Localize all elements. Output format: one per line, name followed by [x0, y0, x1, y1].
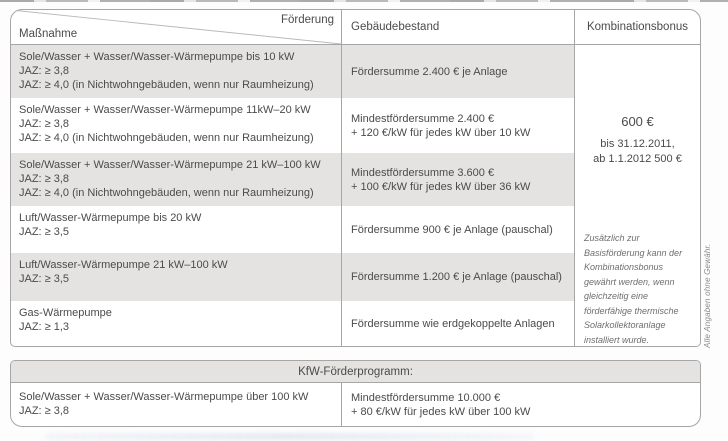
- bonus-valid-until: bis 31.12.2011,: [600, 138, 675, 150]
- massnahme-line: Sole/Wasser + Wasser/Wasser-Wärmepumpe ü…: [19, 391, 309, 403]
- gebaeudebestand-line: Mindestfördersumme 2.400 €: [351, 112, 495, 125]
- massnahme-line: Sole/Wasser + Wasser/Wasser-Wärmepumpe 1…: [19, 104, 311, 116]
- massnahme-line: Luft/Wasser-Wärmepumpe 21 kW–100 kW: [19, 259, 228, 271]
- kfw-title: KfW-Förderprogramm:: [11, 361, 700, 383]
- disclaimer-vertical-text: Alle Angaben ohne Gewähr.: [703, 243, 712, 348]
- table-row-gebaeudebestand: Mindestfördersumme 3.600 € + 100 €/kW fü…: [341, 153, 574, 206]
- bonus-amount: 600 €: [621, 114, 654, 129]
- table-row-massnahme: Luft/Wasser-Wärmepumpe 21 kW–100 kW JAZ:…: [11, 253, 341, 301]
- table-row-gebaeudebestand: Mindestfördersumme 2.400 € + 120 €/kW fü…: [341, 98, 574, 153]
- header-cell-gebaeudebestand: Gebäudebestand: [341, 10, 574, 45]
- header-label-massnahme: Maßnahme: [19, 28, 78, 40]
- funding-table: Förderung Maßnahme Gebäudebestand Kombin…: [10, 9, 701, 347]
- header-label-foerderung: Förderung: [280, 14, 334, 26]
- header-diagonal-line: [11, 10, 341, 44]
- massnahme-line: Sole/Wasser + Wasser/Wasser-Wärmepumpe b…: [19, 51, 295, 63]
- kombinationsbonus-cell: 600 € bis 31.12.2011, ab 1.1.2012 500 € …: [574, 45, 700, 346]
- massnahme-line: Luft/Wasser-Wärmepumpe bis 20 kW: [19, 212, 202, 224]
- table-row-massnahme: Sole/Wasser + Wasser/Wasser-Wärmepumpe b…: [11, 45, 341, 98]
- table-row-massnahme: Sole/Wasser + Wasser/Wasser-Wärmepumpe 1…: [11, 98, 341, 153]
- kfw-gebaeudebestand-cell: Mindestfördersumme 10.000 € + 80 €/kW fü…: [341, 383, 700, 426]
- table-row-gebaeudebestand: Fördersumme 900 € je Anlage (pauschal): [341, 206, 574, 253]
- table-row-massnahme: Luft/Wasser-Wärmepumpe bis 20 kW JAZ: ≥ …: [11, 206, 341, 253]
- massnahme-line: JAZ: ≥ 4,0 (in Nichtwohngebäuden, wenn n…: [19, 187, 314, 199]
- massnahme-line: JAZ: ≥ 1,3: [19, 321, 70, 333]
- gebaeudebestand-line: + 120 €/kW für jedes kW über 10 kW: [351, 126, 531, 139]
- kfw-massnahme-cell: Sole/Wasser + Wasser/Wasser-Wärmepumpe ü…: [11, 383, 341, 426]
- massnahme-line: JAZ: ≥ 3,8: [19, 65, 70, 77]
- header-cell-kombinationsbonus: Kombinationsbonus: [574, 10, 700, 45]
- massnahme-line: Sole/Wasser + Wasser/Wasser-Wärmepumpe 2…: [19, 159, 321, 171]
- top-edge-artifact: [0, 0, 728, 2]
- kfw-table: KfW-Förderprogramm: Sole/Wasser + Wasser…: [10, 360, 701, 427]
- gebaeudebestand-line: Fördersumme 2.400 € je Anlage: [351, 65, 508, 78]
- massnahme-line: JAZ: ≥ 4,0 (in Nichtwohngebäuden, wenn n…: [19, 132, 314, 144]
- gebaeudebestand-line: Mindestfördersumme 10.000 €: [351, 391, 501, 404]
- bonus-after-date: ab 1.1.2012 500 €: [593, 153, 682, 165]
- gebaeudebestand-line: Fördersumme 1.200 € je Anlage (pauschal): [351, 271, 562, 283]
- massnahme-line: JAZ: ≥ 3,8: [19, 405, 70, 417]
- gebaeudebestand-line: + 100 €/kW für jedes kW über 36 kW: [351, 180, 531, 193]
- bottom-edge-artifact: [45, 433, 535, 440]
- header-cell-massnahme-foerderung: Förderung Maßnahme: [11, 10, 341, 45]
- bonus-amount-block: 600 € bis 31.12.2011, ab 1.1.2012 500 €: [575, 115, 700, 167]
- table-row-gebaeudebestand: Fördersumme 1.200 € je Anlage (pauschal): [341, 253, 574, 301]
- gebaeudebestand-line: Fördersumme wie erdgekoppelte Anlagen: [351, 317, 555, 330]
- bonus-note: Zusätzlich zur Basisförderung kann der K…: [584, 233, 683, 345]
- table-row-gebaeudebestand: Fördersumme 2.400 € je Anlage: [341, 45, 574, 98]
- massnahme-line: Gas-Wärmepumpe: [19, 307, 112, 319]
- gebaeudebestand-line: + 80 €/kW für jedes kW über 100 kW: [351, 405, 531, 418]
- massnahme-line: JAZ: ≥ 3,8: [19, 118, 70, 130]
- massnahme-line: JAZ: ≥ 3,5: [19, 226, 70, 238]
- table-row-massnahme: Sole/Wasser + Wasser/Wasser-Wärmepumpe 2…: [11, 153, 341, 206]
- gebaeudebestand-line: Mindestfördersumme 3.600 €: [351, 166, 495, 179]
- table-row-massnahme: Gas-Wärmepumpe JAZ: ≥ 1,3: [11, 301, 341, 346]
- table-row-gebaeudebestand: Fördersumme wie erdgekoppelte Anlagen: [341, 301, 574, 346]
- gebaeudebestand-line: Fördersumme 900 € je Anlage (pauschal): [351, 223, 553, 236]
- massnahme-line: JAZ: ≥ 3,5: [19, 273, 70, 285]
- massnahme-line: JAZ: ≥ 3,8: [19, 173, 70, 185]
- massnahme-line: JAZ: ≥ 4,0 (in Nichtwohngebäuden, wenn n…: [19, 79, 314, 91]
